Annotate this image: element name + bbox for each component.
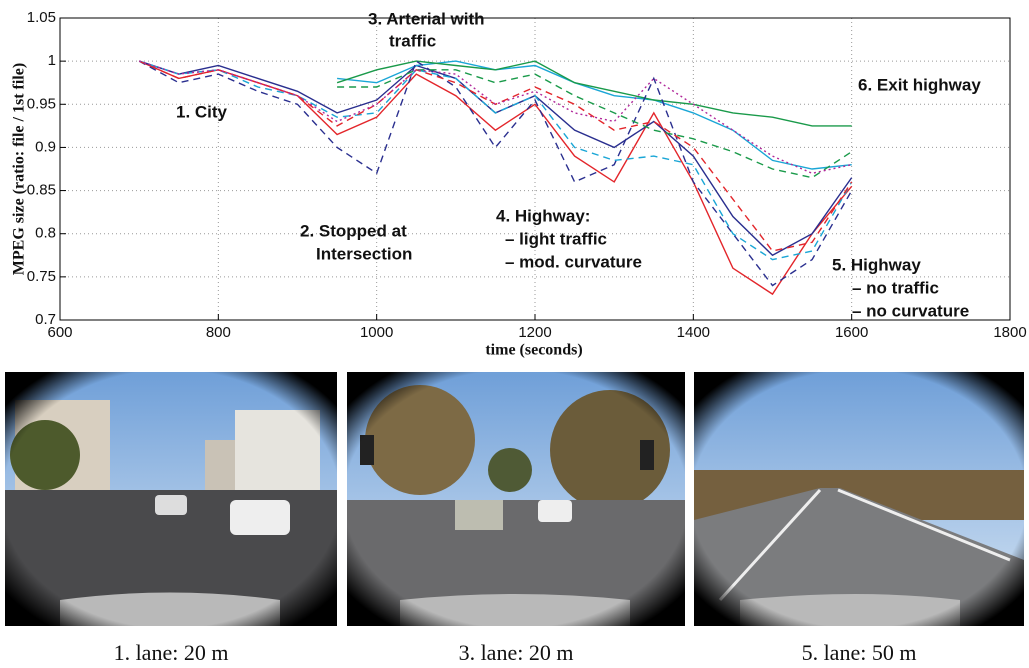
y-tick-label: 0.85 [27,182,56,199]
y-tick-label: 1.05 [27,9,56,26]
x-tick-label: 800 [206,324,231,341]
annotation: – light traffic [505,229,607,248]
y-tick-label: 0.75 [27,268,56,285]
series-line [139,61,852,260]
photo-arterial [347,372,685,626]
photo-city [5,372,337,626]
annotation: 2. Stopped at [300,221,407,240]
annotation: 5. Highway [832,255,921,274]
page: {"chart_data": { "type": "line", "xlabel… [0,0,1029,668]
y-tick-label: 1 [48,52,56,69]
annotation: 1. City [176,102,228,121]
annotation: traffic [389,31,436,50]
series-line [139,61,852,173]
photo-highway [694,372,1024,626]
y-axis-title: MPEG size (ratio: file / 1st file) [11,63,28,275]
photo-caption: 3. lane: 20 m [459,640,574,665]
x-tick-label: 600 [47,324,72,341]
y-tick-label: 0.95 [27,95,56,112]
annotation: Intersection [316,244,412,263]
photo-caption: 1. lane: 20 m [114,640,229,665]
x-axis-title: time (seconds) [485,342,582,359]
series-line [139,61,852,294]
y-tick-label: 0.8 [35,225,56,242]
annotation: – mod. curvature [505,252,642,271]
x-tick-label: 1200 [518,324,551,341]
figure: time (seconds) MPEG size (ratio: file / … [0,0,1029,668]
series-line [139,61,852,255]
x-tick-label: 1400 [677,324,710,341]
series-line [139,61,852,285]
x-tick-label: 1600 [835,324,868,341]
annotation: 6. Exit highway [858,75,981,94]
annotation: 4. Highway: [496,206,590,225]
x-tick-label: 1000 [360,324,393,341]
annotation: – no traffic [852,278,939,297]
annotation: – no curvature [852,301,969,320]
x-tick-label: 1800 [993,324,1026,341]
photo-caption: 5. lane: 50 m [802,640,917,665]
annotation: 3. Arterial with [368,9,485,28]
y-tick-label: 0.9 [35,138,56,155]
